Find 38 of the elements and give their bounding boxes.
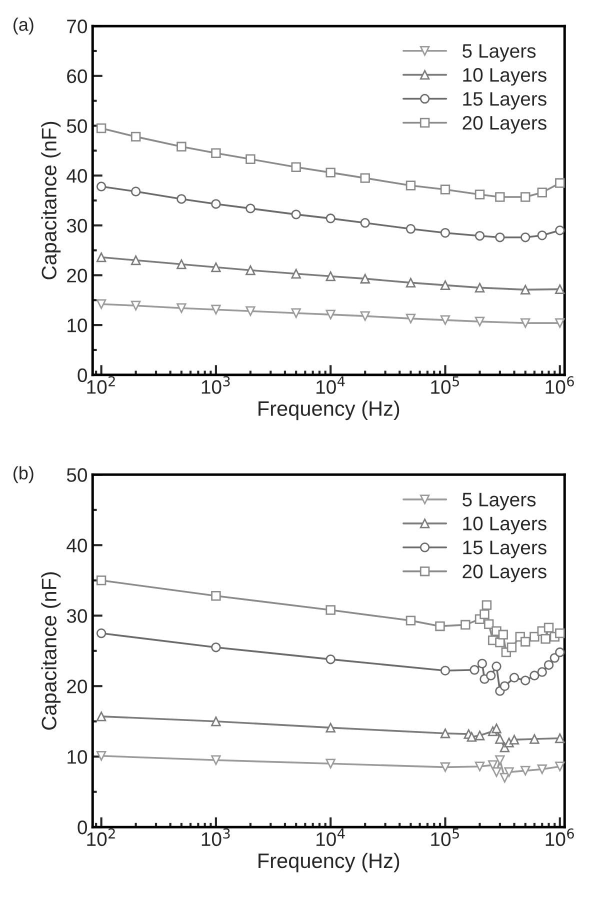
- legend-label: 20 Layers: [462, 116, 546, 134]
- x-tick-label: 10$^{3}$: [202, 828, 230, 846]
- y-tick-label: 40: [66, 538, 88, 552]
- x-tick-label: 10$^{6}$: [546, 376, 574, 394]
- x-axis-title: Frequency (Hz): [258, 852, 400, 872]
- x-tick-label: 10$^{4}$: [316, 828, 345, 846]
- text: (a): [14, 18, 34, 34]
- x-axis-title: Frequency (Hz): [258, 400, 400, 420]
- y-tick-label: 50: [66, 119, 88, 133]
- text: (b): [14, 466, 34, 484]
- y-axis-title: Capacitance (nF): [41, 122, 61, 280]
- x-tick-label: 10$^{2}$: [87, 828, 115, 846]
- y-tick-label: 50: [66, 468, 88, 482]
- y-tick-label: 70: [67, 20, 88, 34]
- x-tick-label: 10$^{4}$: [316, 376, 345, 394]
- legend-label: 10 Layers: [463, 516, 546, 534]
- x-tick-label: 10$^{3}$: [202, 376, 230, 394]
- y-tick-label: 10: [68, 318, 88, 332]
- x-tick-label: 10$^{6}$: [546, 828, 574, 846]
- y-axis-title: Capacitance (nF): [41, 572, 61, 730]
- legend-label: 15 Layers: [463, 92, 546, 110]
- x-tick-label: 10$^{5}$: [431, 828, 459, 846]
- y-tick-label: 60: [67, 69, 88, 84]
- y-tick-label: 30: [66, 218, 88, 233]
- y-tick-label: 20: [67, 268, 88, 282]
- x-tick-label: 10$^{5}$: [431, 376, 459, 394]
- legend-label: 10 Layers: [463, 68, 546, 86]
- legend-label: 15 Layers: [463, 540, 546, 558]
- y-tick-label: 0: [78, 368, 88, 382]
- legend-label: 5 Layers: [462, 492, 536, 510]
- legend-label: 20 Layers: [462, 564, 546, 582]
- y-tick-label: 0: [78, 820, 88, 834]
- y-tick-label: 40: [66, 169, 88, 183]
- y-tick-label: 20: [67, 680, 88, 694]
- legend-label: 5 Layers: [462, 44, 536, 62]
- y-tick-label: 10: [68, 750, 88, 764]
- y-tick-label: 30: [66, 609, 88, 623]
- x-tick-label: 10$^{2}$: [87, 376, 115, 394]
